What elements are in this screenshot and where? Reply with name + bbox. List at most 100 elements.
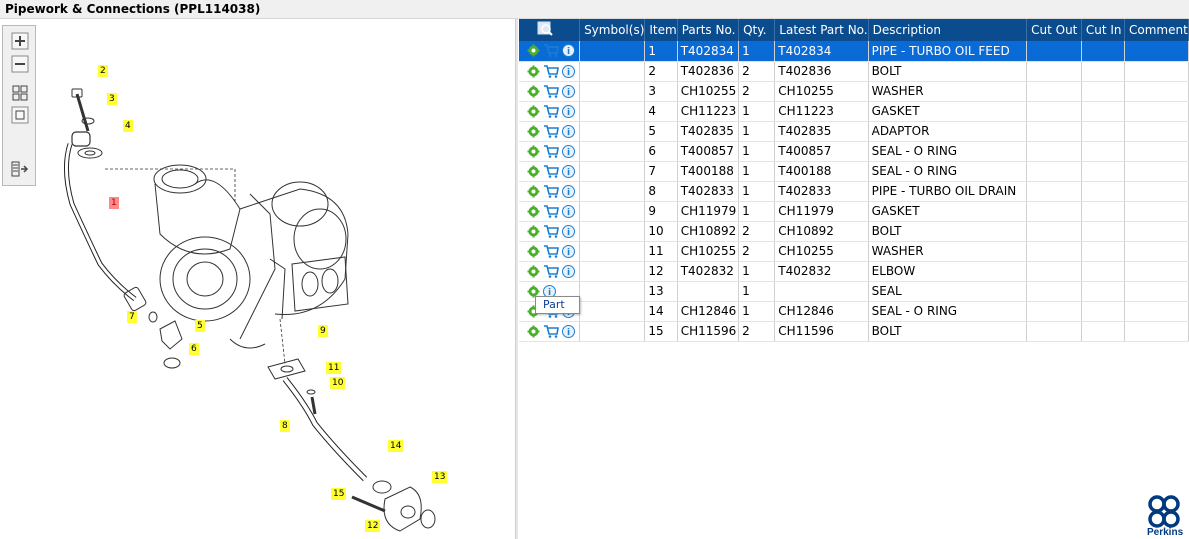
fit-all-button[interactable]	[11, 84, 29, 102]
column-header-symbols[interactable]: Symbol(s)	[579, 19, 646, 41]
callout-6[interactable]: 6	[189, 343, 199, 355]
column-header-description[interactable]: Description	[868, 19, 1028, 41]
actual-size-button[interactable]	[11, 106, 29, 124]
gear-icon[interactable]	[527, 65, 540, 78]
callout-14[interactable]: 14	[388, 440, 404, 452]
info-icon[interactable]: i	[562, 264, 575, 278]
callout-7[interactable]: 7	[127, 311, 137, 323]
gear-icon[interactable]	[527, 105, 540, 118]
svg-text:i: i	[567, 268, 570, 278]
info-icon[interactable]: i	[562, 164, 575, 178]
table-row[interactable]: i 4 CH11223 1 CH11223 GASKET	[519, 101, 1189, 122]
gear-icon[interactable]	[527, 125, 540, 138]
gear-icon[interactable]	[527, 44, 540, 57]
cart-icon[interactable]	[543, 324, 559, 338]
cell-qty: 2	[738, 221, 776, 242]
table-row[interactable]: i 9 CH11979 1 CH11979 GASKET	[519, 201, 1189, 222]
cart-icon[interactable]	[543, 184, 559, 198]
column-header-parts-no[interactable]: Parts No.	[677, 19, 740, 41]
cart-icon[interactable]	[543, 64, 559, 78]
table-row[interactable]: i 7 T400188 1 T400188 SEAL - O RING	[519, 161, 1189, 182]
callout-2[interactable]: 2	[98, 65, 108, 77]
callout-4[interactable]: 4	[123, 120, 133, 132]
callout-5[interactable]: 5	[195, 320, 205, 332]
cell-cut-in	[1081, 201, 1126, 222]
column-header-qty[interactable]: Qty.	[738, 19, 776, 41]
table-row[interactable]: i 2 T402836 2 T402836 BOLT	[519, 61, 1189, 82]
zoom-in-button[interactable]	[11, 32, 29, 50]
cart-icon[interactable]	[543, 84, 559, 98]
callout-3[interactable]: 3	[107, 93, 117, 105]
cart-icon[interactable]	[543, 44, 559, 58]
cart-icon[interactable]	[543, 264, 559, 278]
table-row[interactable]: i 3 CH10255 2 CH10255 WASHER	[519, 81, 1189, 102]
gear-icon[interactable]	[527, 265, 540, 278]
gear-icon[interactable]	[527, 205, 540, 218]
gear-icon[interactable]	[527, 325, 540, 338]
table-row[interactable]: i 13 1 SEAL	[519, 281, 1189, 302]
cell-comment	[1124, 281, 1189, 302]
gear-icon[interactable]	[527, 85, 540, 98]
callout-1[interactable]: 1	[109, 197, 119, 209]
cell-comment	[1124, 121, 1189, 142]
info-icon[interactable]: i	[562, 84, 575, 98]
callout-15[interactable]: 15	[331, 488, 347, 500]
table-row[interactable]: i 10 CH10892 2 CH10892 BOLT	[519, 221, 1189, 242]
info-icon[interactable]: i	[562, 324, 575, 338]
gear-icon[interactable]	[527, 285, 540, 298]
cart-icon[interactable]	[543, 164, 559, 178]
cart-icon[interactable]	[543, 104, 559, 118]
cell-description: SEAL - O RING	[868, 161, 1028, 182]
cart-icon[interactable]	[543, 204, 559, 218]
cart-icon[interactable]	[543, 124, 559, 138]
callout-11[interactable]: 11	[326, 362, 342, 374]
column-header-tools[interactable]	[519, 19, 581, 41]
column-header-item[interactable]: Item	[644, 19, 678, 41]
panel-toggle-button[interactable]	[11, 160, 29, 178]
callout-10[interactable]: 10	[330, 377, 346, 389]
info-icon[interactable]: i	[562, 204, 575, 218]
info-icon[interactable]: i	[562, 44, 575, 58]
gear-icon[interactable]	[527, 145, 540, 158]
svg-text:i: i	[567, 208, 570, 218]
cart-icon[interactable]	[543, 224, 559, 238]
cell-description: BOLT	[868, 321, 1028, 342]
info-icon[interactable]: i	[562, 64, 575, 78]
table-row[interactable]: i 11 CH10255 2 CH10255 WASHER	[519, 241, 1189, 262]
table-row[interactable]: i 1 T402834 1 T402834 PIPE - TURBO OIL FEED	[519, 41, 1189, 62]
zoom-out-button[interactable]	[11, 55, 29, 73]
svg-text:i: i	[567, 128, 570, 138]
info-icon[interactable]: i	[562, 104, 575, 118]
callout-12[interactable]: 12	[365, 520, 381, 532]
exploded-diagram	[64, 88, 436, 532]
svg-text:i: i	[567, 188, 570, 198]
cell-latest-part-no: CH11223	[774, 101, 869, 122]
cart-icon[interactable]	[543, 144, 559, 158]
info-icon[interactable]: i	[562, 124, 575, 138]
callout-8[interactable]: 8	[280, 420, 290, 432]
table-row[interactable]: i 5 T402835 1 T402835 ADAPTOR	[519, 121, 1189, 142]
column-header-cut-out[interactable]: Cut Out	[1026, 19, 1082, 41]
pane-splitter[interactable]	[515, 19, 518, 539]
callout-13[interactable]: 13	[432, 471, 448, 483]
column-header-latest-part-no[interactable]: Latest Part No.	[774, 19, 869, 41]
diagram-pane[interactable]: 2 3 4 1 7 5 6 9 11 10 8 14 13 15 12	[0, 19, 515, 539]
callout-9[interactable]: 9	[318, 325, 328, 337]
column-header-comment[interactable]: Comment	[1124, 19, 1189, 41]
cart-icon[interactable]	[543, 244, 559, 258]
table-row[interactable]: i 15 CH11596 2 CH11596 BOLT	[519, 321, 1189, 342]
gear-icon[interactable]	[527, 165, 540, 178]
gear-icon[interactable]	[527, 185, 540, 198]
table-row[interactable]: i 6 T400857 1 T400857 SEAL - O RING	[519, 141, 1189, 162]
info-icon[interactable]: i	[562, 244, 575, 258]
info-icon[interactable]: i	[562, 144, 575, 158]
table-row[interactable]: i14CH128461CH12846SEAL - O RING	[519, 301, 1189, 322]
cell-description: SEAL	[868, 281, 1028, 302]
column-header-cut-in[interactable]: Cut In	[1081, 19, 1126, 41]
table-row[interactable]: i 12 T402832 1 T402832 ELBOW	[519, 261, 1189, 282]
gear-icon[interactable]	[527, 225, 540, 238]
info-icon[interactable]: i	[562, 224, 575, 238]
info-icon[interactable]: i	[562, 184, 575, 198]
gear-icon[interactable]	[527, 245, 540, 258]
table-row[interactable]: i 8 T402833 1 T402833 PIPE - TURBO OIL DRAIN	[519, 181, 1189, 202]
